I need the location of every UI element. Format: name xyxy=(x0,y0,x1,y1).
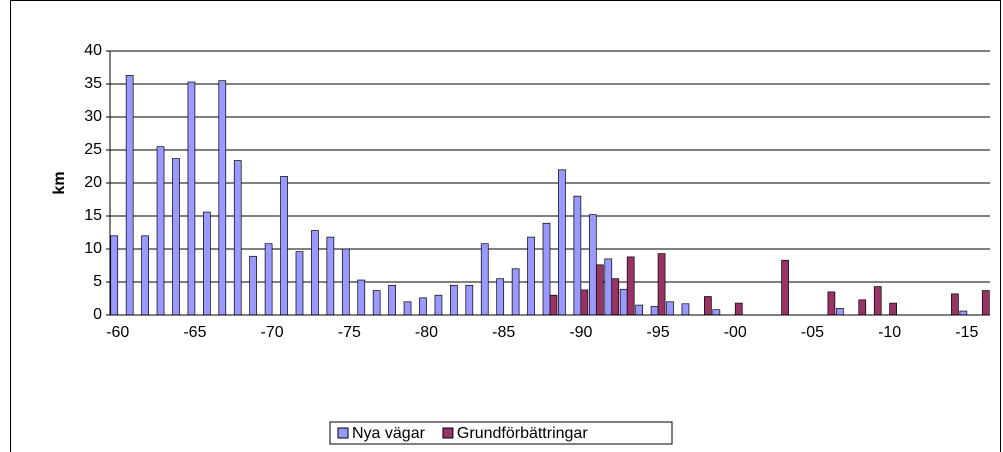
bar xyxy=(858,299,867,316)
bar xyxy=(635,304,643,316)
x-tick-label: -60 xyxy=(106,324,129,341)
bar xyxy=(264,243,273,316)
bar xyxy=(403,301,412,316)
y-tick-label: 30 xyxy=(84,108,102,125)
legend-label: Grundförbättringar xyxy=(457,425,588,442)
y-axis-label: km xyxy=(51,171,68,194)
bar xyxy=(156,146,165,316)
legend-label: Nya vägar xyxy=(352,425,426,442)
x-tick-label: -70 xyxy=(261,324,284,341)
bar xyxy=(580,289,589,316)
bar xyxy=(650,306,659,316)
bar xyxy=(419,297,427,316)
bar xyxy=(704,296,712,316)
bar xyxy=(619,288,628,316)
bar xyxy=(450,284,458,316)
bar xyxy=(187,81,196,316)
bar xyxy=(595,264,604,316)
y-tick-label: 35 xyxy=(84,75,102,92)
bar xyxy=(558,169,566,316)
x-tick-label: -00 xyxy=(724,324,747,341)
bar xyxy=(172,158,180,316)
x-tick-label: -75 xyxy=(338,324,361,341)
bar xyxy=(388,284,396,316)
bar xyxy=(203,211,211,316)
bar xyxy=(465,284,474,316)
bar xyxy=(527,236,535,316)
y-tick-label: 20 xyxy=(84,174,102,191)
bar xyxy=(549,294,558,316)
x-tick-label: -10 xyxy=(878,324,901,341)
bar xyxy=(480,243,489,316)
x-tick-label: -95 xyxy=(647,324,670,341)
bar xyxy=(372,290,381,316)
bar xyxy=(604,258,613,316)
bar xyxy=(681,303,690,316)
x-tick-label: -15 xyxy=(955,324,978,341)
bar xyxy=(712,309,721,316)
bar xyxy=(280,176,288,316)
bar xyxy=(434,294,443,316)
x-tick-label: -80 xyxy=(415,324,438,341)
y-tick-label: 15 xyxy=(84,207,102,224)
bar xyxy=(827,291,836,316)
y-tick-label: 40 xyxy=(84,42,102,59)
bar xyxy=(496,278,505,316)
bar xyxy=(588,214,597,316)
legend-box xyxy=(329,421,673,445)
y-tick-label: 10 xyxy=(84,240,102,257)
bar xyxy=(573,195,582,316)
bar xyxy=(951,293,959,316)
bar xyxy=(511,268,520,316)
bar xyxy=(218,80,227,316)
y-tick-label: 25 xyxy=(84,141,102,158)
y-tick-label: 5 xyxy=(93,273,102,290)
x-tick-label: -65 xyxy=(183,324,206,341)
bar xyxy=(542,222,551,316)
legend-swatch xyxy=(442,427,454,439)
bar xyxy=(959,310,968,316)
bar xyxy=(734,302,743,316)
bar xyxy=(611,278,620,316)
bar xyxy=(326,236,335,316)
bar xyxy=(357,279,366,316)
bar xyxy=(873,286,882,316)
bar xyxy=(835,308,844,316)
bar xyxy=(125,75,134,316)
bar xyxy=(981,290,990,316)
bar xyxy=(311,230,319,316)
bar xyxy=(141,235,149,316)
x-tick-label: -05 xyxy=(801,324,824,341)
y-tick-label: 0 xyxy=(93,306,102,323)
x-tick-label: -85 xyxy=(492,324,515,341)
bar xyxy=(781,259,789,316)
bar xyxy=(657,253,666,316)
bar xyxy=(341,248,350,316)
x-tick-label: -90 xyxy=(569,324,592,341)
bar xyxy=(666,301,674,316)
bar xyxy=(233,160,242,316)
bar xyxy=(110,235,119,316)
bar xyxy=(295,251,304,316)
bar xyxy=(626,256,635,316)
legend-swatch xyxy=(337,427,349,439)
bar xyxy=(249,255,258,316)
bar xyxy=(889,302,897,316)
